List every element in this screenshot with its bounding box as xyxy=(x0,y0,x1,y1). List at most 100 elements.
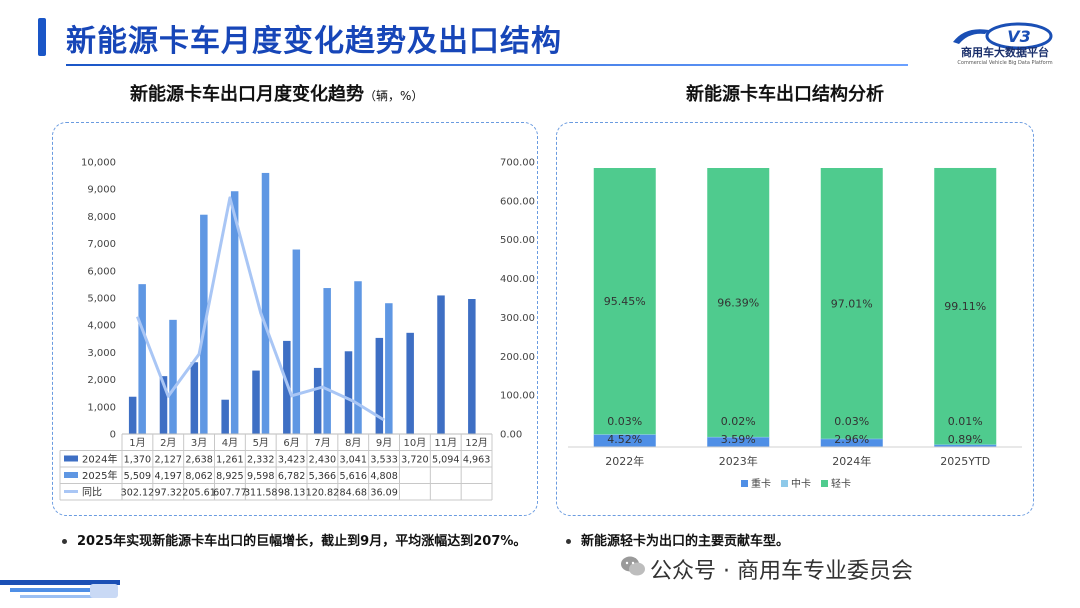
data-label-heavy: 4.52% xyxy=(607,433,642,446)
legend-swatch-2024年 xyxy=(64,455,78,462)
wechat-icon xyxy=(621,556,645,576)
left-note: 2025年实现新能源卡车出口的巨幅增长，截止到9月，平均涨幅达到207%。 xyxy=(62,530,526,549)
yoy-line xyxy=(136,196,385,422)
bar-2024 xyxy=(468,299,476,434)
table-cell: 2,430 xyxy=(309,455,336,466)
y2-tick-label: 400.00 xyxy=(500,274,535,285)
table-cell: 302.12 xyxy=(121,488,155,499)
bar-2025 xyxy=(385,303,393,434)
right-note: 新能源轻卡为出口的主要贡献车型。 xyxy=(566,530,789,549)
table-cell: 9,598 xyxy=(247,471,274,482)
wechat-account: 公众号 · 商用车专业委员会 xyxy=(650,559,913,584)
x-tick-label: 2023年 xyxy=(719,454,758,468)
table-cell: 3,720 xyxy=(401,455,428,466)
x-tick-label: 2月 xyxy=(160,437,176,449)
right-note-text: 新能源轻卡为出口的主要贡献车型。 xyxy=(581,534,790,549)
y-tick-label: 6,000 xyxy=(87,266,116,277)
y-tick-label: 7,000 xyxy=(87,239,116,250)
stack-segment-中卡 xyxy=(593,434,656,435)
data-label-heavy: 3.59% xyxy=(721,433,756,446)
table-cell: 36.09 xyxy=(370,488,397,499)
data-label-heavy: 0.89% xyxy=(948,433,983,446)
stack-segment-中卡 xyxy=(934,444,997,446)
left-note-text: 2025年实现新能源卡车出口的巨幅增长，截止到9月，平均涨幅达到207%。 xyxy=(77,534,527,549)
data-label-medium: 0.03% xyxy=(607,415,642,428)
table-cell: 3,041 xyxy=(340,455,367,466)
table-cell: 3,423 xyxy=(278,455,305,466)
x-tick-label: 5月 xyxy=(253,437,269,449)
x-tick-label: 2022年 xyxy=(605,454,644,468)
x-tick-label: 7月 xyxy=(314,437,330,449)
left-chart-unit: （辆，%） xyxy=(364,89,424,103)
y2-tick-label: 700.00 xyxy=(500,158,535,169)
monthly-export-chart: 0 1,000 2,000 3,000 4,000 5,000 6,000 7,000 8,00… xyxy=(59,158,535,501)
x-tick-label: 11月 xyxy=(434,437,457,449)
table-cell: 311.58 xyxy=(244,488,278,499)
bullet-icon xyxy=(566,539,571,544)
footer-decoration xyxy=(0,580,120,598)
stack-segment-轻卡 xyxy=(593,168,656,435)
bar-2024 xyxy=(128,396,137,434)
x-tick-label: 10月 xyxy=(404,437,427,449)
legend-swatch-轻卡 xyxy=(821,480,828,487)
y-tick-label: 1,000 xyxy=(87,402,116,413)
stack-segment-重卡 xyxy=(934,444,997,447)
x-tick-label: 2025YTD xyxy=(940,455,990,468)
table-cell: 3,533 xyxy=(370,455,397,466)
legend-swatch-重卡 xyxy=(741,480,748,487)
table-cell: 4,197 xyxy=(155,471,182,482)
y-tick-label: 9,000 xyxy=(87,185,116,196)
table-cell: 2,332 xyxy=(247,455,274,466)
bar-2025 xyxy=(169,319,177,434)
table-cell: 2,127 xyxy=(155,455,182,466)
stack-segment-重卡 xyxy=(820,438,883,447)
legend-swatch-中卡 xyxy=(781,480,788,487)
bar-2024 xyxy=(190,362,199,434)
bar-2024 xyxy=(375,337,384,434)
table-cell: 607.77 xyxy=(213,488,247,499)
legend-swatch-2025年 xyxy=(64,472,78,478)
data-label-medium: 0.01% xyxy=(948,415,983,428)
y2-tick-label: 600.00 xyxy=(500,196,535,207)
bar-2025 xyxy=(292,249,301,434)
export-structure-chart: 4.52% 0.03% 95.45% 2022年 3.59% 0.02% 96.39% 202… xyxy=(568,167,1022,490)
x-tick-label: 8月 xyxy=(345,437,361,449)
legend-label: 中卡 xyxy=(791,477,811,490)
table-cell: 1,370 xyxy=(124,455,151,466)
table-cell: 98.13 xyxy=(278,488,305,499)
x-tick-label: 2024年 xyxy=(832,454,871,468)
y-tick-label: 8,000 xyxy=(87,212,116,223)
table-cell: 84.68 xyxy=(340,488,367,499)
data-label-medium: 0.02% xyxy=(721,415,756,428)
stack-segment-重卡 xyxy=(593,434,656,447)
data-label-medium: 0.03% xyxy=(834,415,869,428)
stack-segment-中卡 xyxy=(707,436,770,438)
bar-2025 xyxy=(323,288,331,434)
y2-tick-label: 200.00 xyxy=(500,352,535,363)
left-chart-title-text: 新能源卡车出口月度变化趋势 xyxy=(130,84,364,105)
stack-segment-轻卡 xyxy=(934,167,997,445)
stack-segment-重卡 xyxy=(707,436,770,447)
table-cell: 8,925 xyxy=(216,471,243,482)
bar-2025 xyxy=(138,284,146,434)
table-cell: 120.82 xyxy=(306,488,340,499)
table-cell: 1,261 xyxy=(216,455,243,466)
table-cell: 5,616 xyxy=(340,471,367,482)
logo-subtitle: Commercial Vehicle Big Data Platform xyxy=(957,60,1053,66)
bullet-icon xyxy=(62,539,67,544)
stack-segment-中卡 xyxy=(820,438,883,440)
table-cell: 5,094 xyxy=(432,455,459,466)
platform-logo: V3 xyxy=(953,22,1053,50)
y2-tick-label: 500.00 xyxy=(500,235,535,246)
data-label-light: 96.39% xyxy=(717,296,759,309)
data-label-light: 97.01% xyxy=(831,297,873,310)
bar-2024 xyxy=(221,399,229,434)
data-label-light: 99.11% xyxy=(944,300,986,313)
table-cell: 97.32 xyxy=(155,488,182,499)
table-cell: 5,366 xyxy=(309,471,336,482)
table-cell: 2,638 xyxy=(185,455,212,466)
table-cell: 6,782 xyxy=(278,471,305,482)
data-label-light: 95.45% xyxy=(604,295,646,308)
legend-label: 2024年 xyxy=(82,453,117,466)
x-tick-label: 12月 xyxy=(465,437,488,449)
